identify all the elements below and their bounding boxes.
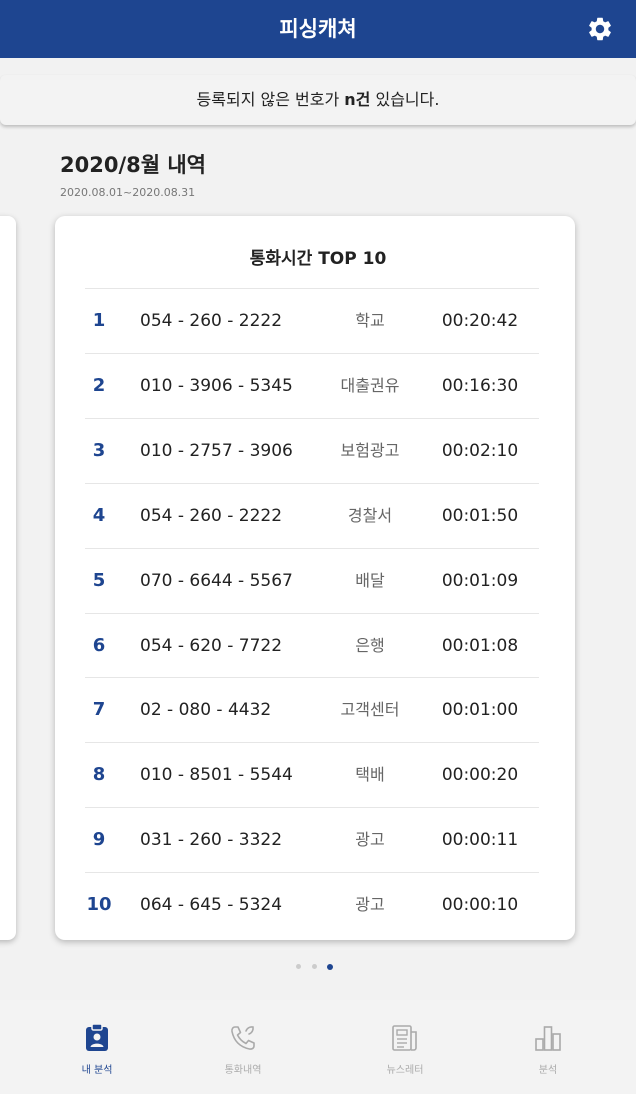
- nav-item-my-analysis[interactable]: 내 분석: [47, 1000, 147, 1094]
- table-row[interactable]: 4 054 - 260 - 2222 경찰서 00:01:50: [55, 484, 575, 548]
- unregistered-notice[interactable]: 등록되지 않은 번호가 n건 있습니다.: [0, 75, 636, 125]
- call-duration: 00:01:00: [441, 700, 519, 721]
- rank-number: 9: [92, 829, 106, 851]
- caller-label: 택배: [355, 765, 385, 785]
- notice-count: n건: [344, 90, 371, 109]
- date-range: 2020.08.01~2020.08.31: [60, 186, 196, 199]
- pager-dot-active[interactable]: [327, 963, 333, 970]
- table-row[interactable]: 3 010 - 2757 - 3906 보험광고 00:02:10: [55, 419, 575, 483]
- phone-number: 031 - 260 - 3322: [140, 830, 283, 851]
- rank-number: 10: [86, 894, 112, 916]
- bar-chart-icon: [535, 1026, 561, 1051]
- rank-number: 8: [92, 764, 106, 786]
- table-row[interactable]: 5 070 - 6644 - 5567 배달 00:01:09: [55, 549, 575, 613]
- rank-number: 5: [92, 569, 106, 591]
- rank-number: 2: [92, 374, 106, 396]
- phone-number: 054 - 260 - 2222: [140, 505, 283, 526]
- caller-label: 고객센터: [340, 700, 400, 720]
- table-row[interactable]: 2 010 - 3906 - 5345 대출권유 00:16:30: [55, 354, 575, 418]
- table-row[interactable]: 8 010 - 8501 - 5544 택배 00:00:20: [55, 743, 575, 807]
- phone-number: 070 - 6644 - 5567: [140, 570, 293, 591]
- nav-label: 내 분석: [81, 1065, 113, 1076]
- nav-label: 뉴스레터: [386, 1065, 424, 1076]
- caller-label: 대출권유: [340, 375, 400, 395]
- previous-card[interactable]: [0, 216, 16, 940]
- nav-label: 통화내역: [224, 1065, 262, 1076]
- app-bar: 피싱캐쳐: [0, 0, 636, 58]
- notice-prefix: 등록되지 않은 번호가: [196, 90, 345, 109]
- call-duration: 00:01:50: [441, 505, 519, 526]
- pager-dot[interactable]: [312, 964, 317, 969]
- caller-label: 학교: [355, 311, 385, 330]
- call-duration: 00:16:30: [441, 375, 519, 396]
- call-duration: 00:02:10: [441, 440, 519, 461]
- caller-label: 은행: [355, 635, 385, 655]
- table-row[interactable]: 6 054 - 620 - 7722 은행 00:01:08: [55, 614, 575, 678]
- phone-number: 064 - 645 - 5324: [140, 895, 283, 916]
- call-duration: 00:00:20: [441, 765, 519, 786]
- my-analysis-icon: [86, 1023, 108, 1051]
- call-duration: 00:20:42: [441, 311, 519, 331]
- row-divider: [85, 807, 539, 809]
- rank-number: 7: [92, 699, 106, 721]
- caller-label: 보험광고: [340, 440, 400, 460]
- table-row[interactable]: 10 064 - 645 - 5324 광고 00:00:10: [55, 873, 575, 937]
- card-title: 통화시간 TOP 10: [249, 249, 387, 269]
- phone-number: 010 - 3906 - 5345: [140, 375, 293, 396]
- call-duration: 00:01:08: [441, 635, 519, 656]
- table-row[interactable]: 1 054 - 260 - 2222 학교 00:20:42: [55, 289, 575, 353]
- gear-icon[interactable]: [586, 15, 614, 43]
- pager-dots: [296, 963, 340, 972]
- nav-item-analysis[interactable]: 분석: [498, 1000, 598, 1094]
- phone-number: 054 - 260 - 2222: [140, 311, 283, 331]
- rank-number: 1: [92, 310, 106, 331]
- top10-card[interactable]: [55, 216, 575, 940]
- rank-number: 4: [92, 504, 106, 526]
- row-divider: [85, 742, 539, 744]
- call-duration: 00:00:11: [441, 830, 519, 851]
- nav-item-newsletter[interactable]: 뉴스레터: [355, 1000, 455, 1094]
- phone-number: 010 - 8501 - 5544: [140, 765, 293, 786]
- row-divider: [85, 872, 539, 874]
- row-divider: [85, 547, 539, 549]
- row-divider: [85, 612, 539, 614]
- row-divider: [85, 352, 539, 354]
- row-divider: [85, 417, 539, 419]
- rank-number: 3: [92, 439, 106, 461]
- nav-item-call-history[interactable]: 통화내역: [193, 1000, 293, 1094]
- phone-number: 02 - 080 - 4432: [140, 700, 272, 721]
- caller-label: 광고: [355, 895, 385, 915]
- call-duration: 00:00:10: [441, 895, 519, 916]
- row-divider: [85, 482, 539, 484]
- rank-number: 6: [92, 634, 106, 656]
- month-title: 2020/8월 내역: [60, 153, 206, 177]
- call-duration: 00:01:09: [441, 570, 519, 591]
- notice-suffix: 있습니다.: [370, 90, 440, 109]
- table-row[interactable]: 9 031 - 260 - 3322 광고 00:00:11: [55, 808, 575, 872]
- call-history-icon: [231, 1026, 255, 1050]
- newsletter-icon: [392, 1025, 417, 1051]
- nav-label: 분석: [538, 1065, 558, 1076]
- phone-number: 010 - 2757 - 3906: [140, 440, 293, 461]
- table-row[interactable]: 7 02 - 080 - 4432 고객센터 00:01:00: [55, 678, 575, 742]
- bottom-nav: 내 분석 통화내역 뉴스레터 분석: [0, 1000, 636, 1094]
- caller-label: 광고: [355, 830, 385, 850]
- caller-label: 경찰서: [347, 505, 393, 525]
- row-divider: [85, 677, 539, 679]
- caller-label: 배달: [355, 570, 385, 590]
- phone-number: 054 - 620 - 7722: [140, 635, 283, 656]
- app-title: 피싱캐쳐: [279, 17, 357, 41]
- pager-dot[interactable]: [296, 964, 301, 969]
- row-divider: [85, 288, 539, 289]
